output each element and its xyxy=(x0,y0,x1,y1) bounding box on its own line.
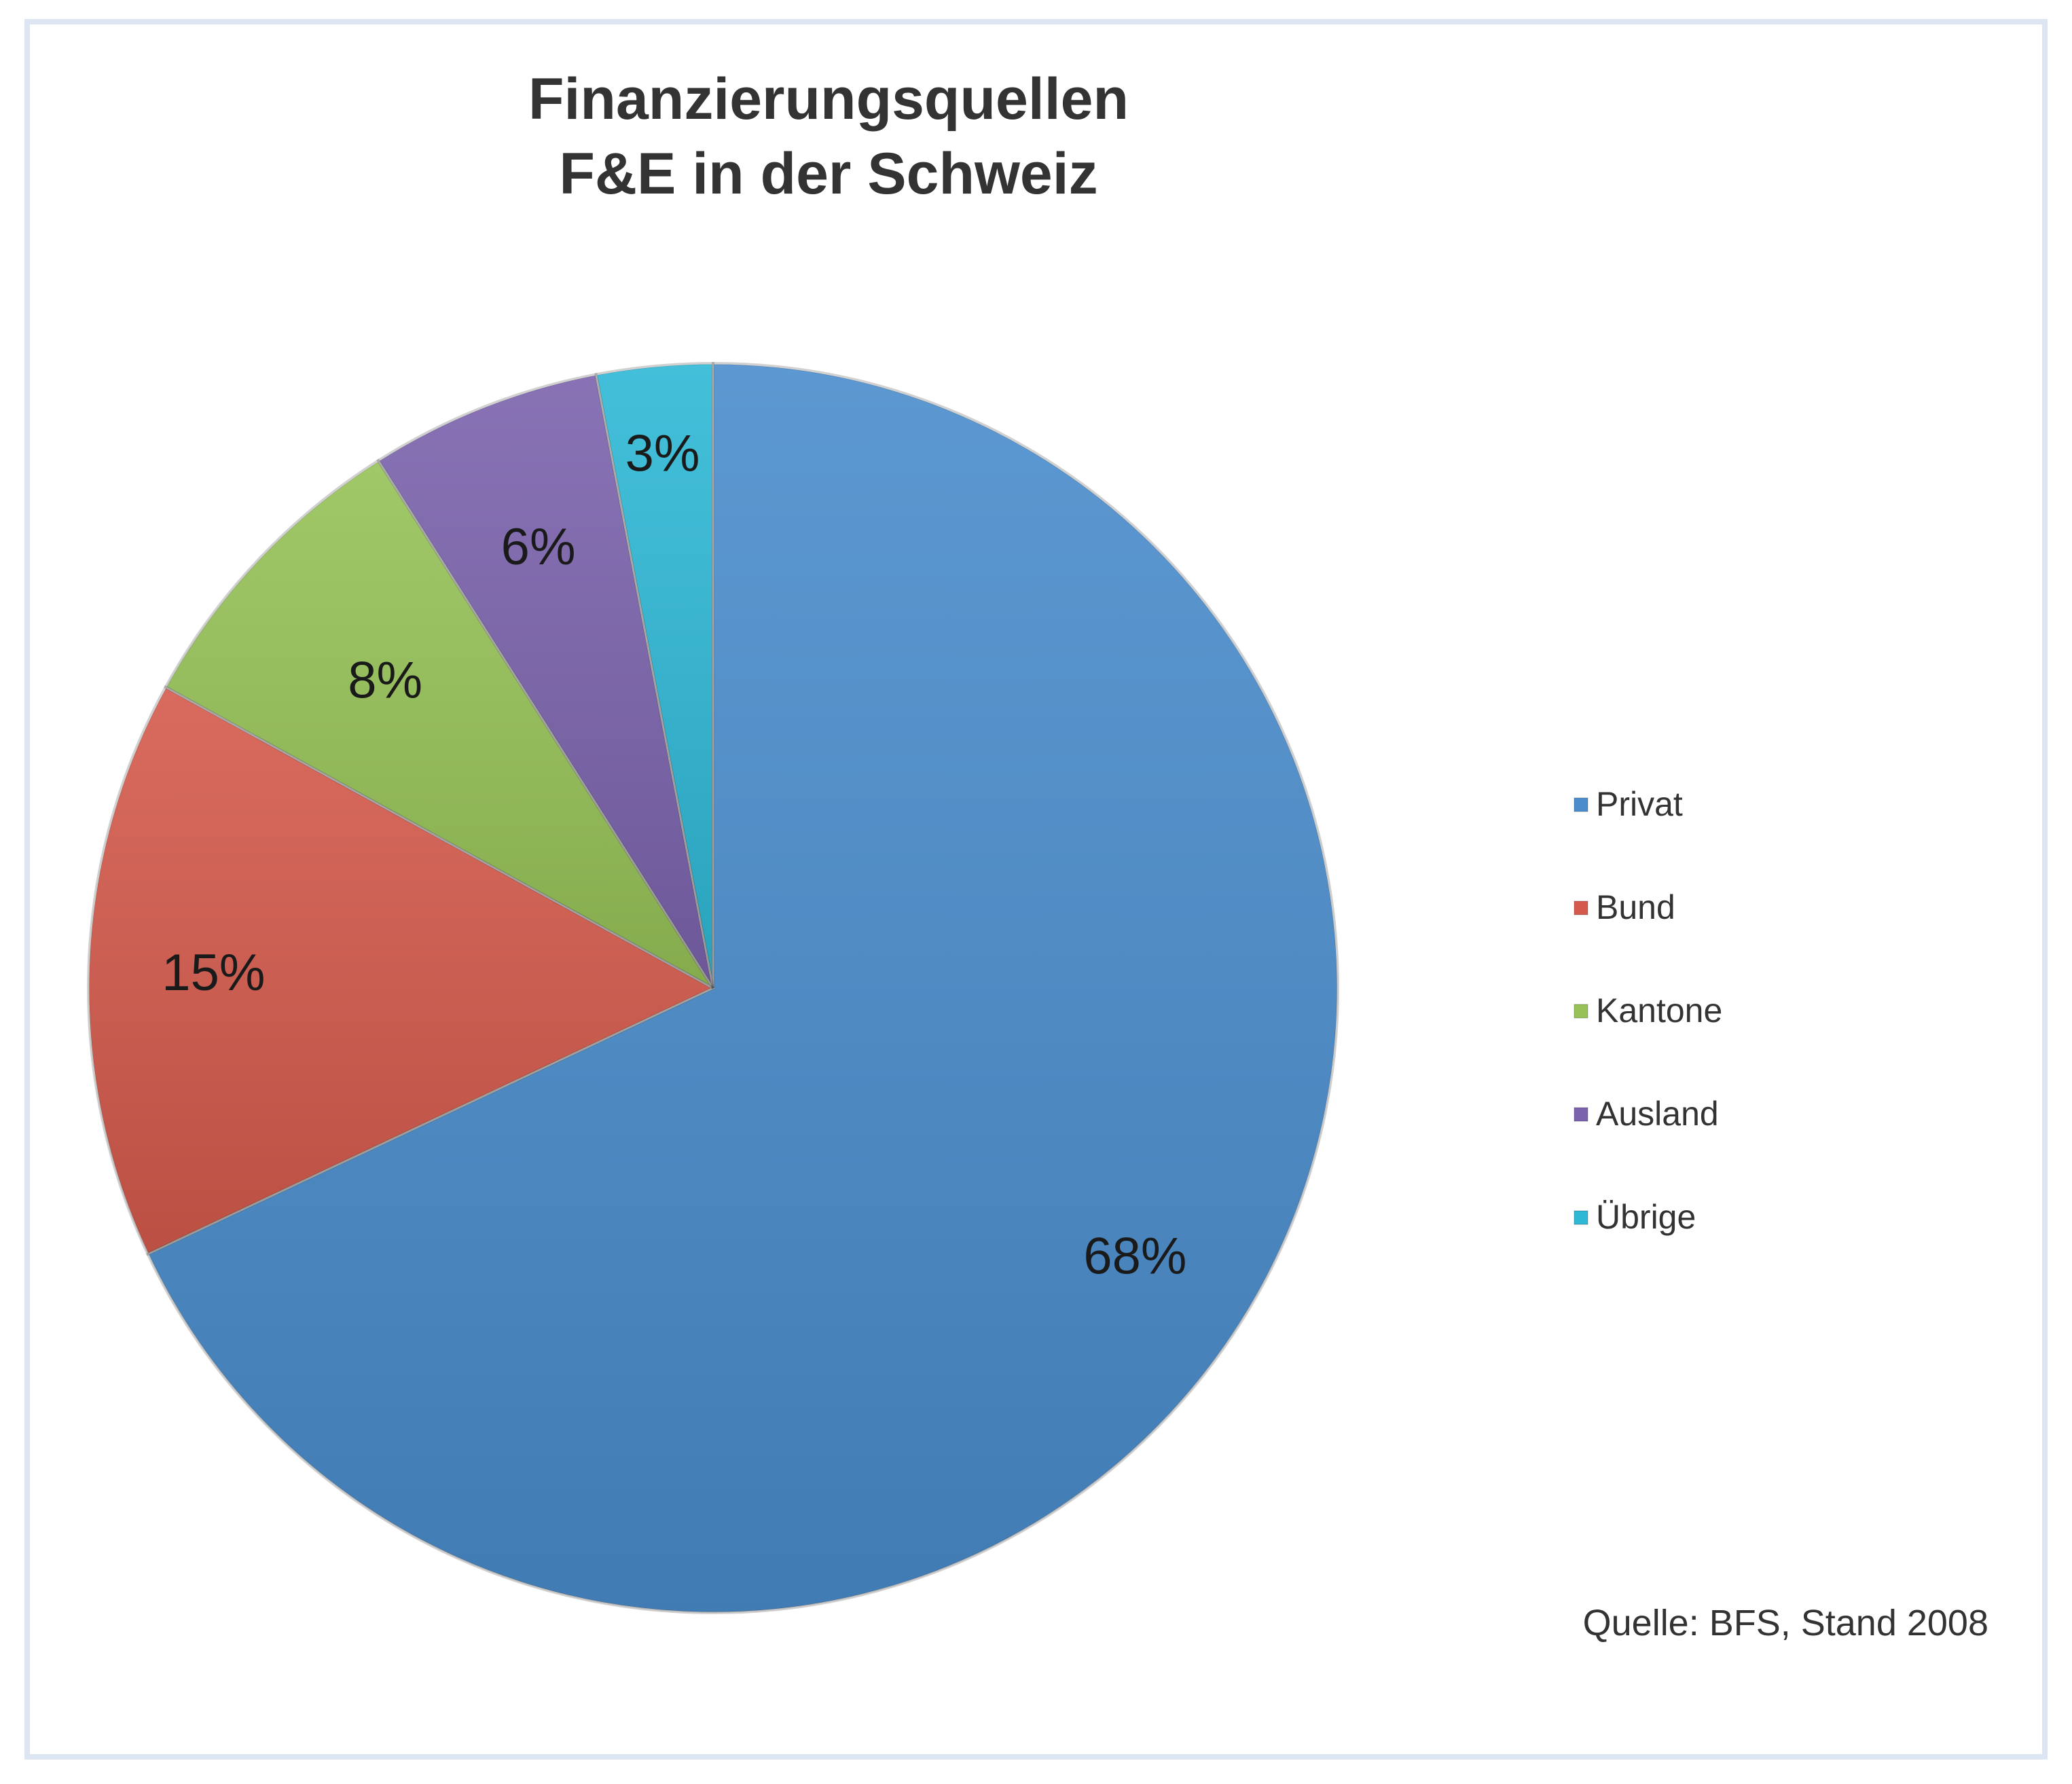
pie-label-privat: 68% xyxy=(1083,1227,1186,1285)
chart-title-line-1: Finanzierungsquellen xyxy=(528,67,1129,132)
pie-label-ubrige: 3% xyxy=(625,424,700,482)
pie-label-kantone: 8% xyxy=(348,652,422,710)
legend-swatch-ubrige xyxy=(1574,1210,1588,1225)
legend-label-privat: Privat xyxy=(1596,785,1683,823)
legend-swatch-privat xyxy=(1574,797,1588,812)
pie-labels: 68% 15% 8% 6% 3% xyxy=(162,424,1186,1285)
legend-label-ubrige: Übrige xyxy=(1596,1198,1696,1236)
legend-label-ausland: Ausland xyxy=(1596,1095,1719,1133)
legend-label-kantone: Kantone xyxy=(1596,991,1722,1030)
legend-swatch-bund xyxy=(1574,900,1588,915)
pie-slice-shading-ausland xyxy=(376,372,714,989)
pie-label-ausland: 6% xyxy=(501,518,576,576)
source-note: Quelle: BFS, Stand 2008 xyxy=(1583,1603,1988,1643)
legend-swatch-kantone xyxy=(1574,1004,1588,1019)
pie-slice-shading-ubrige xyxy=(594,361,714,989)
pie-slice-shading-kantone xyxy=(164,458,714,989)
legend-label-bund: Bund xyxy=(1596,888,1675,926)
pie-slice-shading-bund xyxy=(87,685,716,1256)
chart-title-line-2: F&E in der Schweiz xyxy=(559,141,1097,206)
pie-slice-shading-privat xyxy=(145,361,1339,1614)
pie-shading xyxy=(87,361,1339,1614)
legend-swatch-ausland xyxy=(1574,1107,1588,1122)
pie-label-bund: 15% xyxy=(162,944,265,1002)
legend: Privat Bund Kantone Ausland Übrige xyxy=(1574,785,1722,1236)
